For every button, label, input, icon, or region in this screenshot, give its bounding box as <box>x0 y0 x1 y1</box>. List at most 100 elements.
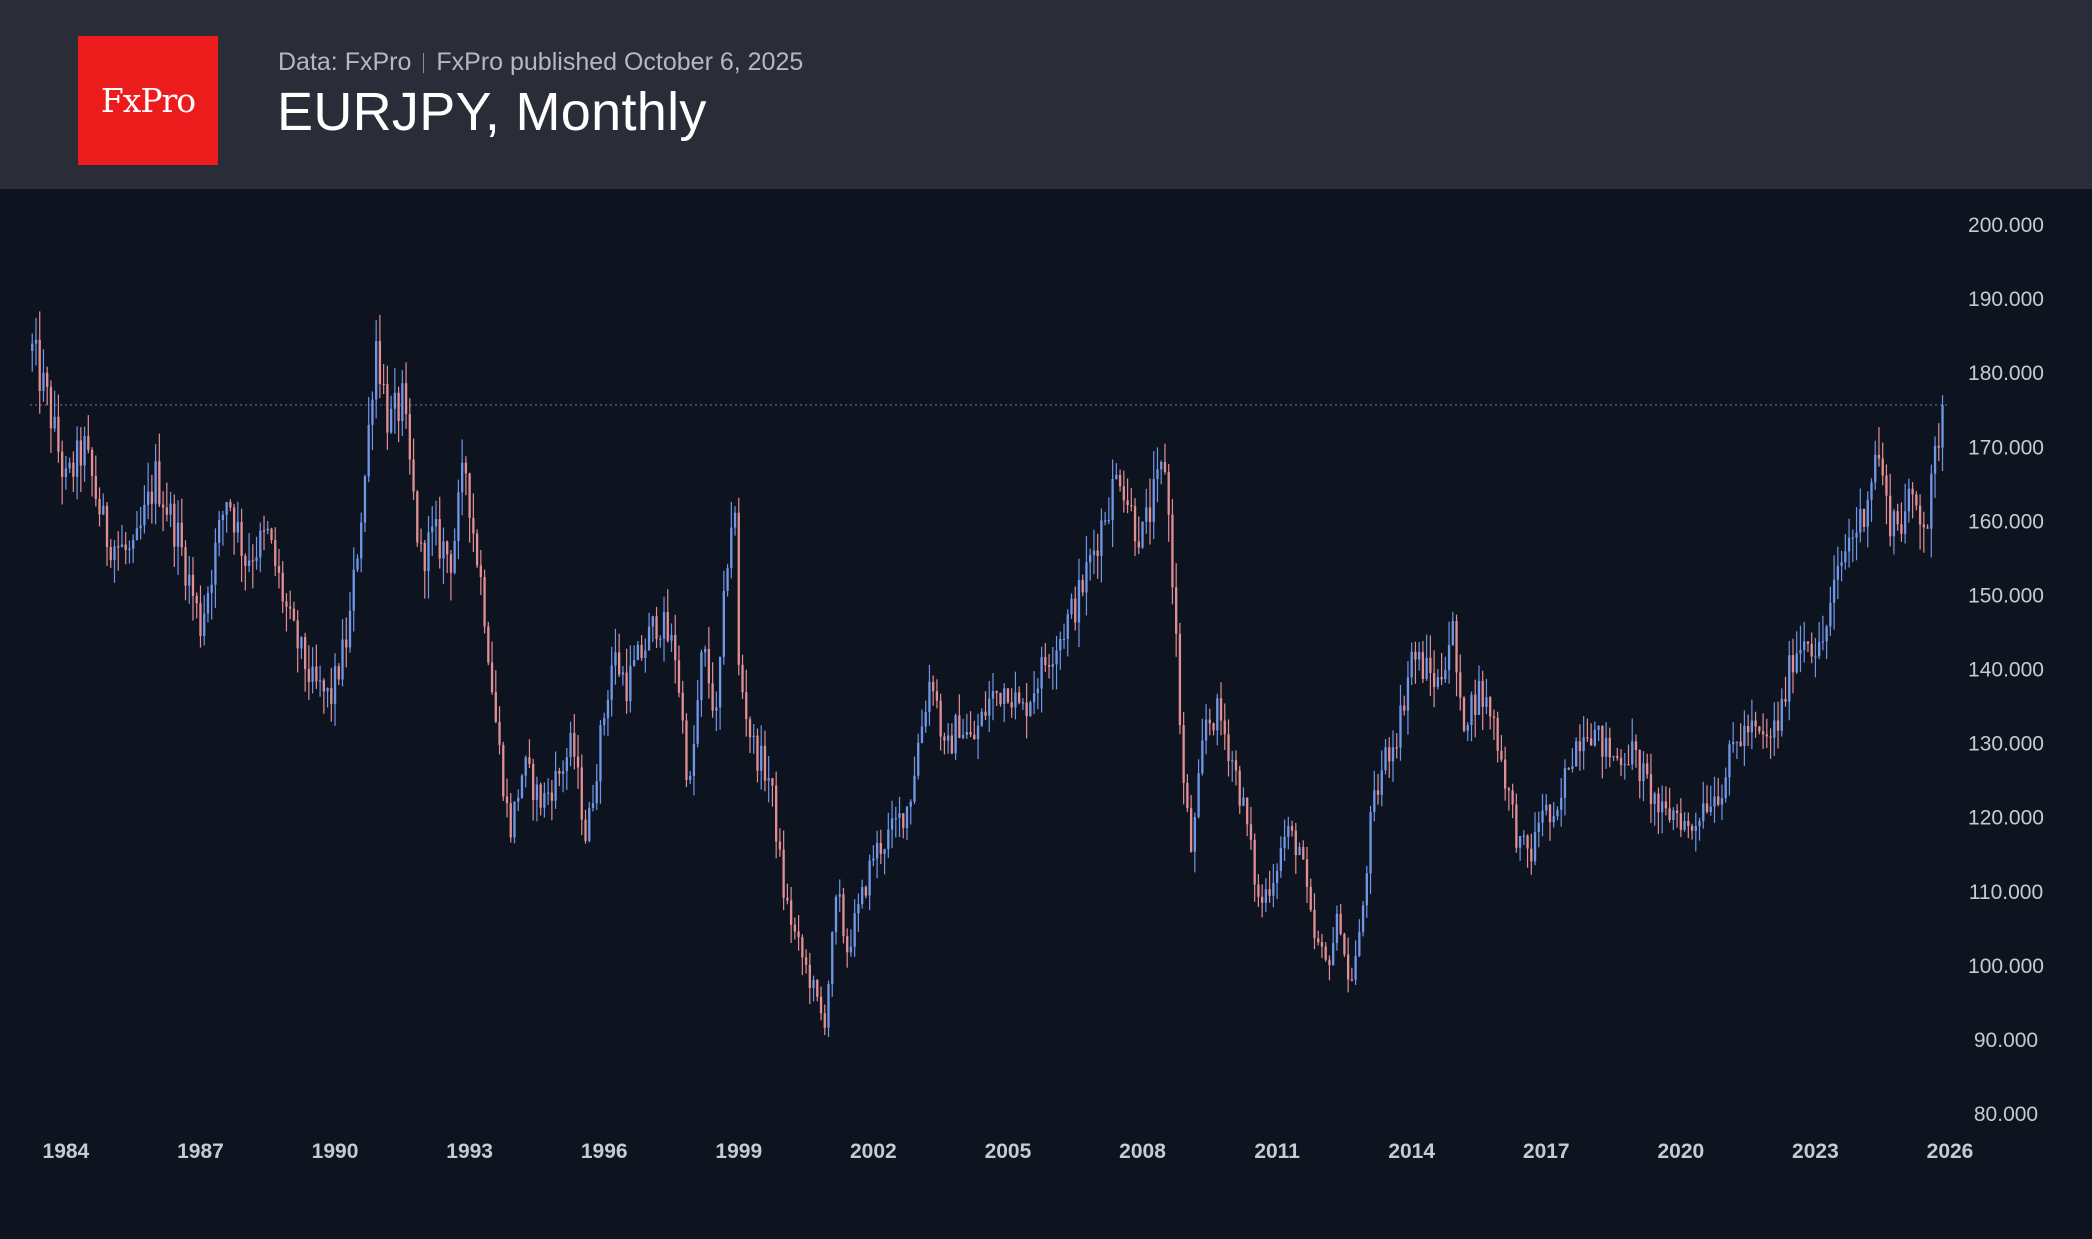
candle <box>659 635 662 648</box>
candle-body <box>1029 702 1032 717</box>
candle <box>1018 686 1021 705</box>
candle <box>434 500 438 546</box>
candle-body <box>1216 698 1219 731</box>
y-tick-label: 200.000 <box>1968 214 2044 237</box>
candle <box>606 690 610 736</box>
candle-body <box>924 712 927 727</box>
candle-body <box>558 771 561 774</box>
candle <box>1219 682 1223 736</box>
candle-body <box>584 819 587 841</box>
candle-body <box>1006 688 1010 703</box>
candle-body <box>475 533 479 566</box>
candle-body <box>1646 763 1649 775</box>
candle <box>1025 682 1028 739</box>
candle-body <box>139 525 142 529</box>
candle-body <box>636 644 640 661</box>
candle-body <box>1055 650 1058 665</box>
candle <box>75 426 79 500</box>
candle-body <box>165 507 168 515</box>
candle <box>1907 478 1911 523</box>
candle-body <box>741 664 744 693</box>
y-tick-label: 120.000 <box>1968 807 2044 830</box>
candle <box>472 493 475 553</box>
candle <box>819 986 823 1021</box>
candle-body <box>599 725 602 782</box>
x-tick-label: 2008 <box>1119 1140 1166 1163</box>
candle-body <box>890 818 894 830</box>
candle <box>57 394 60 463</box>
candle-body <box>1171 514 1174 588</box>
candle <box>1440 653 1443 686</box>
candle <box>1234 750 1238 786</box>
candle <box>1537 811 1540 848</box>
candle <box>1825 624 1828 660</box>
candle <box>1593 721 1597 747</box>
candle-body <box>894 817 897 820</box>
candle-body <box>259 530 262 558</box>
candle-body <box>1825 626 1828 642</box>
candle-body <box>1178 633 1182 726</box>
candle-body <box>1414 651 1417 660</box>
candle <box>1133 498 1137 557</box>
candle <box>662 596 666 662</box>
candle-body <box>1892 511 1896 537</box>
candle <box>487 621 490 666</box>
candle <box>588 801 591 843</box>
candle <box>90 447 94 497</box>
candle-body <box>1275 870 1279 883</box>
candle <box>1242 787 1245 807</box>
candle <box>251 544 254 589</box>
candle <box>427 515 430 599</box>
candle-body <box>1343 933 1346 955</box>
candle-body <box>647 626 651 651</box>
candle-body <box>718 656 722 708</box>
candle-body <box>60 451 64 477</box>
candle <box>1178 622 1182 735</box>
candle <box>210 569 213 620</box>
candle-body <box>337 666 340 680</box>
candle <box>681 680 684 734</box>
candle-body <box>1877 454 1881 459</box>
candle <box>232 503 236 555</box>
x-tick-label: 2020 <box>1657 1140 1704 1163</box>
candle-body <box>823 1013 826 1028</box>
candle-body <box>1455 620 1458 673</box>
candle <box>371 391 374 451</box>
candle-body <box>1130 505 1133 507</box>
candle-body <box>771 778 774 786</box>
candle <box>838 879 841 912</box>
candle-body <box>1485 697 1488 707</box>
candle <box>793 917 797 940</box>
candle <box>539 782 542 816</box>
candle <box>1167 463 1170 542</box>
candle <box>225 501 228 533</box>
candle <box>1231 750 1234 782</box>
candle <box>1799 625 1802 673</box>
candle <box>1238 765 1241 814</box>
candle-body <box>109 546 112 561</box>
candle-body <box>1500 750 1503 760</box>
candle <box>247 533 251 573</box>
candle <box>1589 723 1593 746</box>
candle-body <box>1578 741 1582 752</box>
candle <box>1410 642 1413 686</box>
candle-body <box>1126 500 1129 506</box>
candle <box>999 692 1002 707</box>
candle-body <box>1059 639 1062 651</box>
candle-body <box>266 528 269 531</box>
candle <box>1182 712 1185 805</box>
candle-body <box>303 637 307 670</box>
candle-body <box>935 691 939 701</box>
candle-body <box>655 616 658 640</box>
candle <box>38 311 41 414</box>
candle <box>502 741 505 801</box>
candle-body <box>1881 458 1884 476</box>
candle <box>1758 726 1761 735</box>
candle-body <box>1709 806 1712 812</box>
candle-body <box>1788 655 1791 702</box>
candle-body <box>1257 884 1260 897</box>
candle-body <box>677 660 681 693</box>
candle-body <box>87 436 90 450</box>
candle <box>864 885 868 899</box>
candle-body <box>546 792 550 794</box>
